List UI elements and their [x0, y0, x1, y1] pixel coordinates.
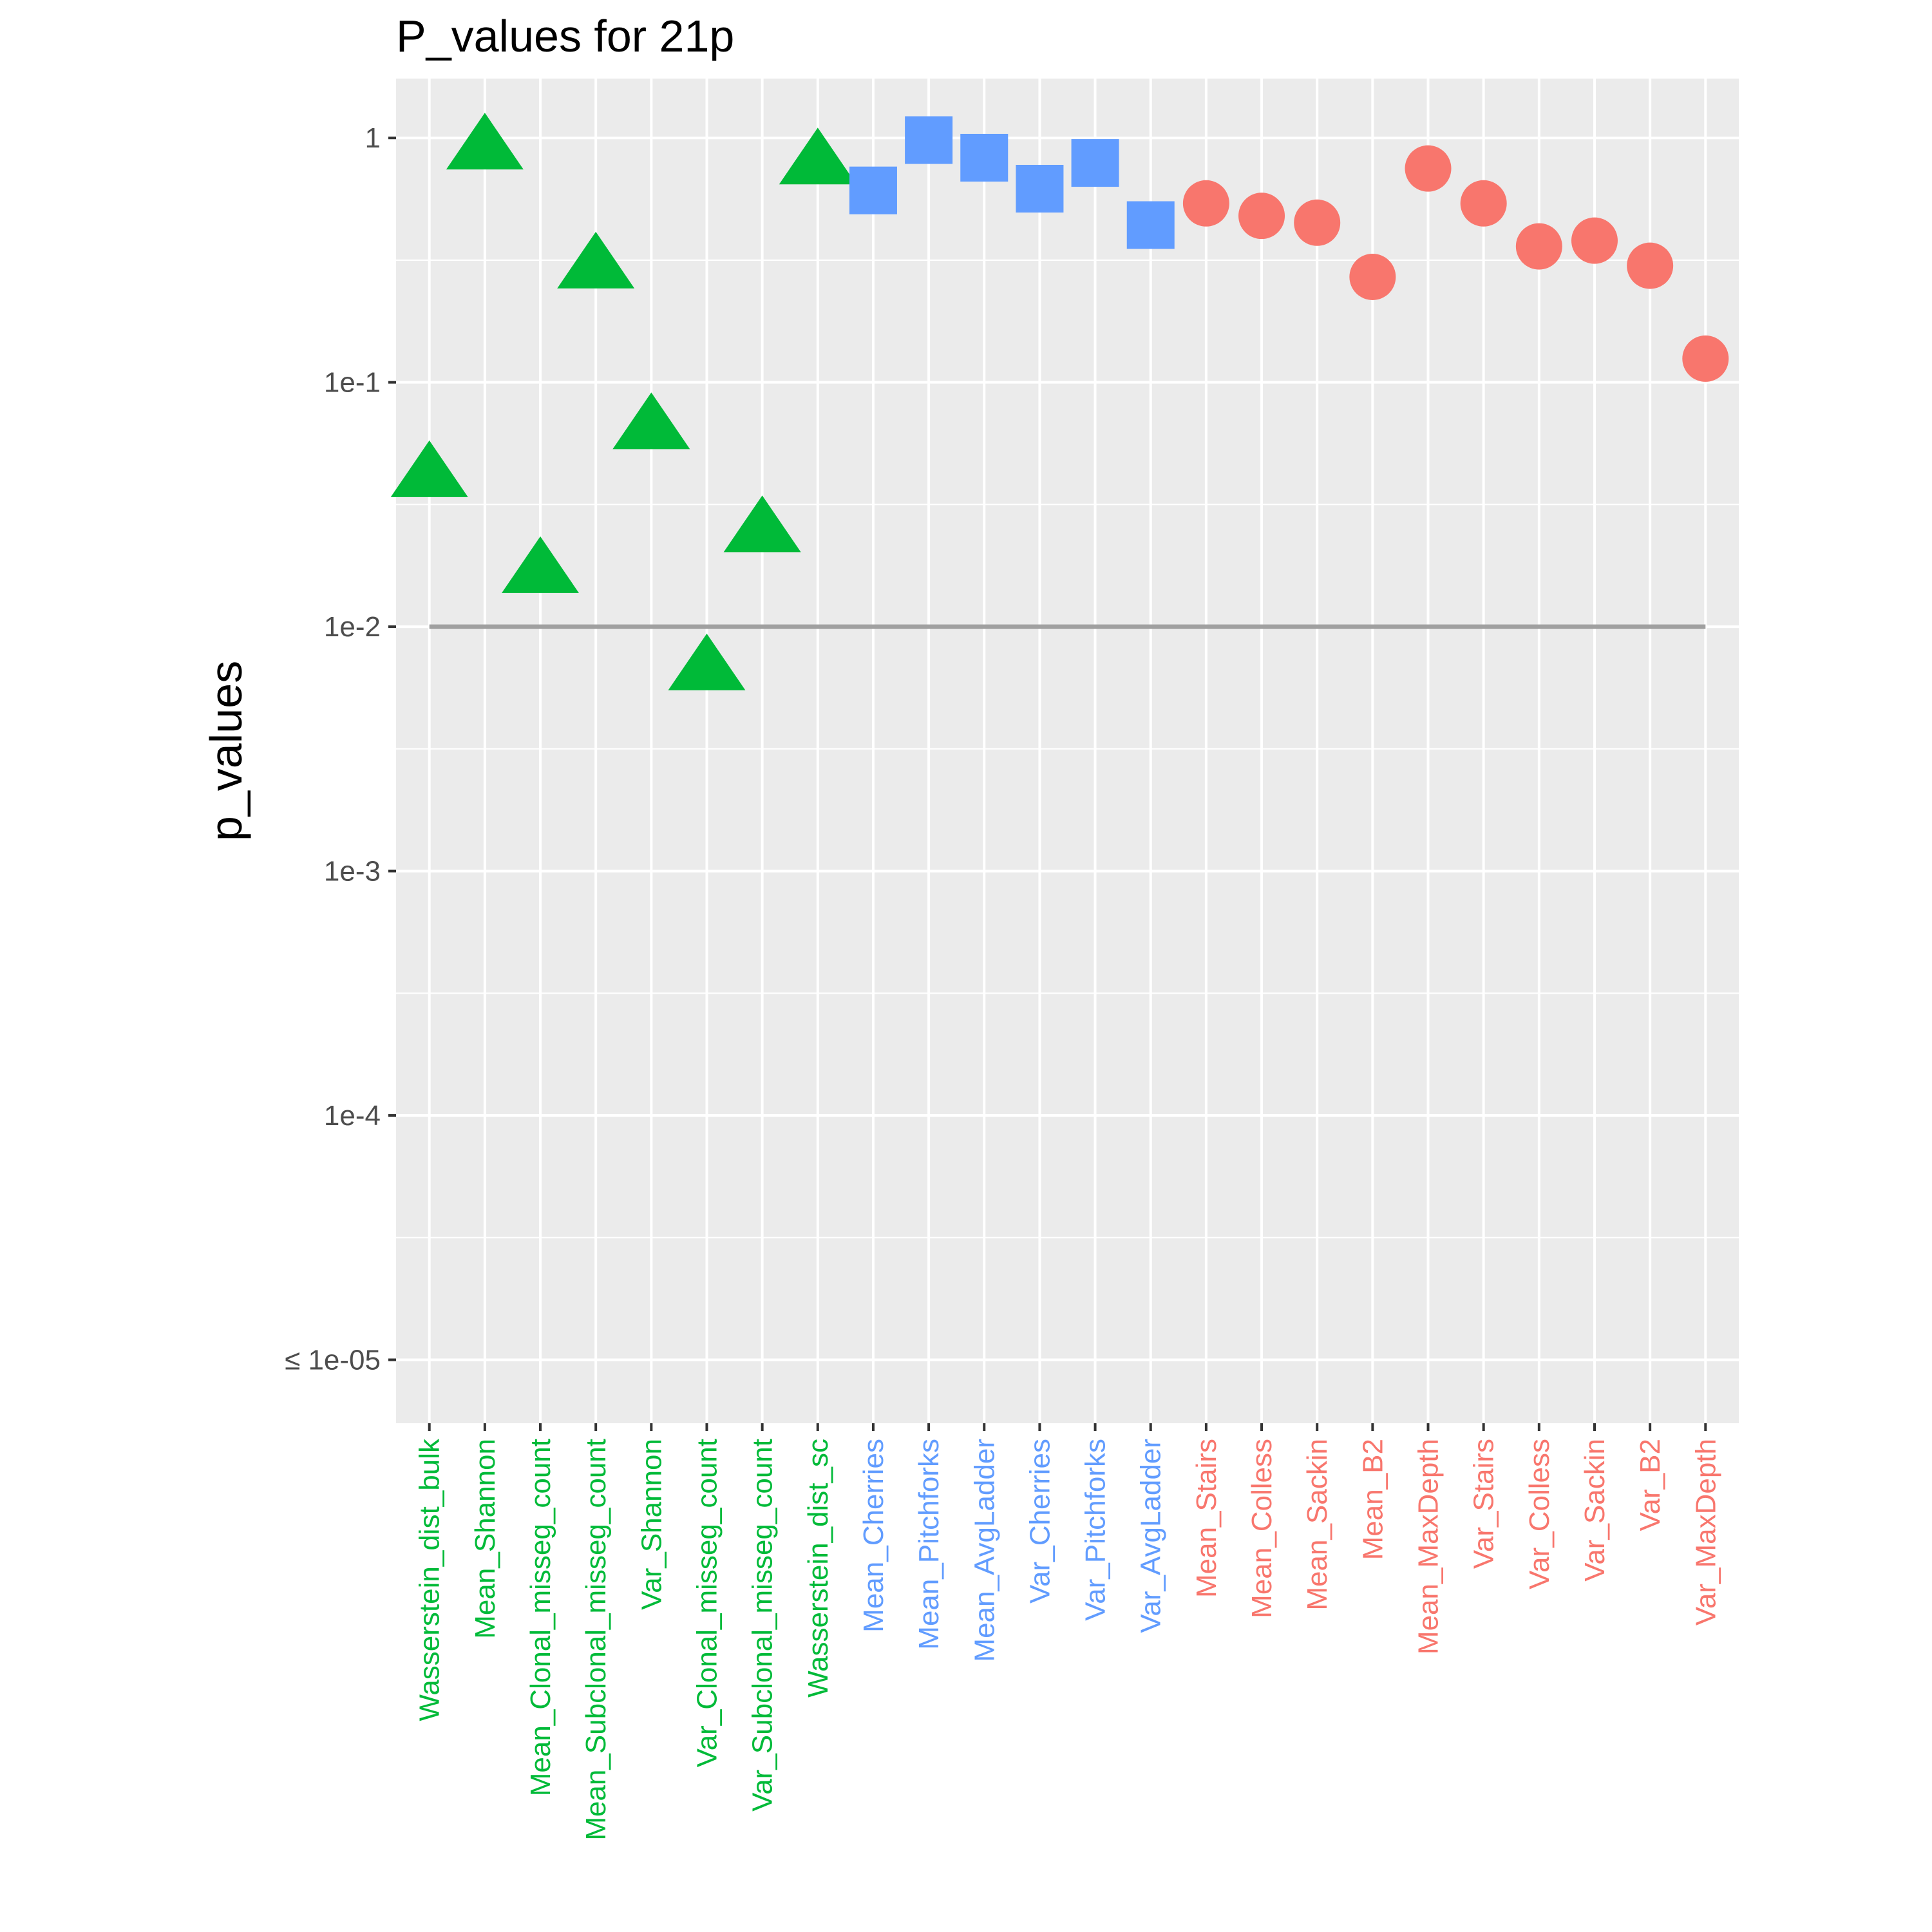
- x-tick-label: Mean_Sackin: [1302, 1439, 1333, 1611]
- x-tick-label: Var_Cherries: [1024, 1439, 1056, 1604]
- data-point-square: [1016, 164, 1064, 213]
- data-point-circle: [1515, 223, 1562, 270]
- x-tick-label: Mean_Clonal_misseg_count: [525, 1439, 556, 1796]
- x-tick-label: Mean_Shannon: [469, 1439, 501, 1639]
- x-tick-label: Wasserstein_dist_bulk: [414, 1438, 446, 1721]
- data-point-circle: [1571, 217, 1618, 264]
- data-point-circle: [1682, 335, 1729, 382]
- x-tick-label: Mean_Pitchforks: [913, 1439, 945, 1650]
- data-points: [390, 113, 1729, 690]
- data-point-circle: [1460, 180, 1507, 227]
- x-tick-label: Mean_AvgLadder: [969, 1439, 1000, 1662]
- y-axis-label: p_values: [201, 661, 251, 841]
- data-point-square: [849, 166, 897, 214]
- data-point-square: [1071, 139, 1119, 187]
- x-tick-label: Mean_Colless: [1246, 1439, 1278, 1618]
- y-tick-label: 1: [365, 122, 381, 154]
- y-tick-label: 1e-3: [324, 856, 381, 887]
- x-tick-label: Mean_B2: [1357, 1439, 1388, 1560]
- x-tick-label: Mean_Subclonal_misseg_count: [580, 1439, 612, 1841]
- x-axis: Wasserstein_dist_bulk Mean_Shannon Mean_Cl…: [414, 1423, 1721, 1841]
- x-tick-label: Mean_Stairs: [1191, 1439, 1222, 1598]
- x-tick-label: Var_B2: [1634, 1439, 1666, 1531]
- x-tick-label: Var_AvgLadder: [1135, 1439, 1167, 1633]
- data-point-triangle: [668, 633, 746, 690]
- data-point-triangle: [502, 536, 580, 593]
- data-point-triangle: [557, 231, 635, 289]
- x-tick-label: Var_Clonal_misseg_count: [691, 1439, 723, 1767]
- data-point-circle: [1405, 145, 1452, 192]
- x-tick-label: Var_Pitchforks: [1080, 1439, 1112, 1621]
- data-point-square: [905, 116, 953, 164]
- x-tick-label: Mean_MaxDepth: [1413, 1439, 1444, 1654]
- data-point-triangle: [723, 495, 801, 553]
- x-tick-label: Var_Shannon: [636, 1439, 667, 1610]
- data-point-circle: [1627, 242, 1674, 289]
- x-tick-label: Var_Colless: [1524, 1439, 1555, 1589]
- x-tick-label: Var_Subclonal_misseg_count: [747, 1439, 779, 1812]
- data-point-circle: [1182, 180, 1229, 227]
- data-point-triangle: [779, 128, 857, 185]
- chart-title: P_values for 21p: [396, 11, 734, 61]
- gridlines: [396, 79, 1739, 1423]
- plot-panel: [396, 79, 1739, 1423]
- data-point-triangle: [390, 440, 468, 497]
- y-tick-label: 1e-2: [324, 611, 381, 643]
- data-point-square: [960, 133, 1009, 182]
- data-point-triangle: [446, 113, 524, 170]
- y-axis: 1 1e-1 1e-2 1e-3 1e-4 ≤ 1e-05: [285, 122, 396, 1376]
- data-point-circle: [1238, 193, 1285, 240]
- x-tick-label: Var_MaxDepth: [1690, 1439, 1721, 1625]
- data-point-circle: [1294, 199, 1341, 246]
- x-tick-label: Var_Stairs: [1468, 1439, 1500, 1569]
- x-tick-label: Var_Sackin: [1579, 1439, 1611, 1582]
- y-tick-label: ≤ 1e-05: [285, 1344, 381, 1376]
- data-point-circle: [1349, 253, 1396, 300]
- data-point-triangle: [612, 392, 690, 450]
- y-tick-label: 1e-4: [324, 1100, 381, 1132]
- y-tick-label: 1e-1: [324, 367, 381, 399]
- x-tick-label: Mean_Cherries: [858, 1439, 889, 1633]
- data-point-square: [1126, 201, 1175, 249]
- x-tick-label: Wasserstein_dist_sc: [802, 1439, 834, 1698]
